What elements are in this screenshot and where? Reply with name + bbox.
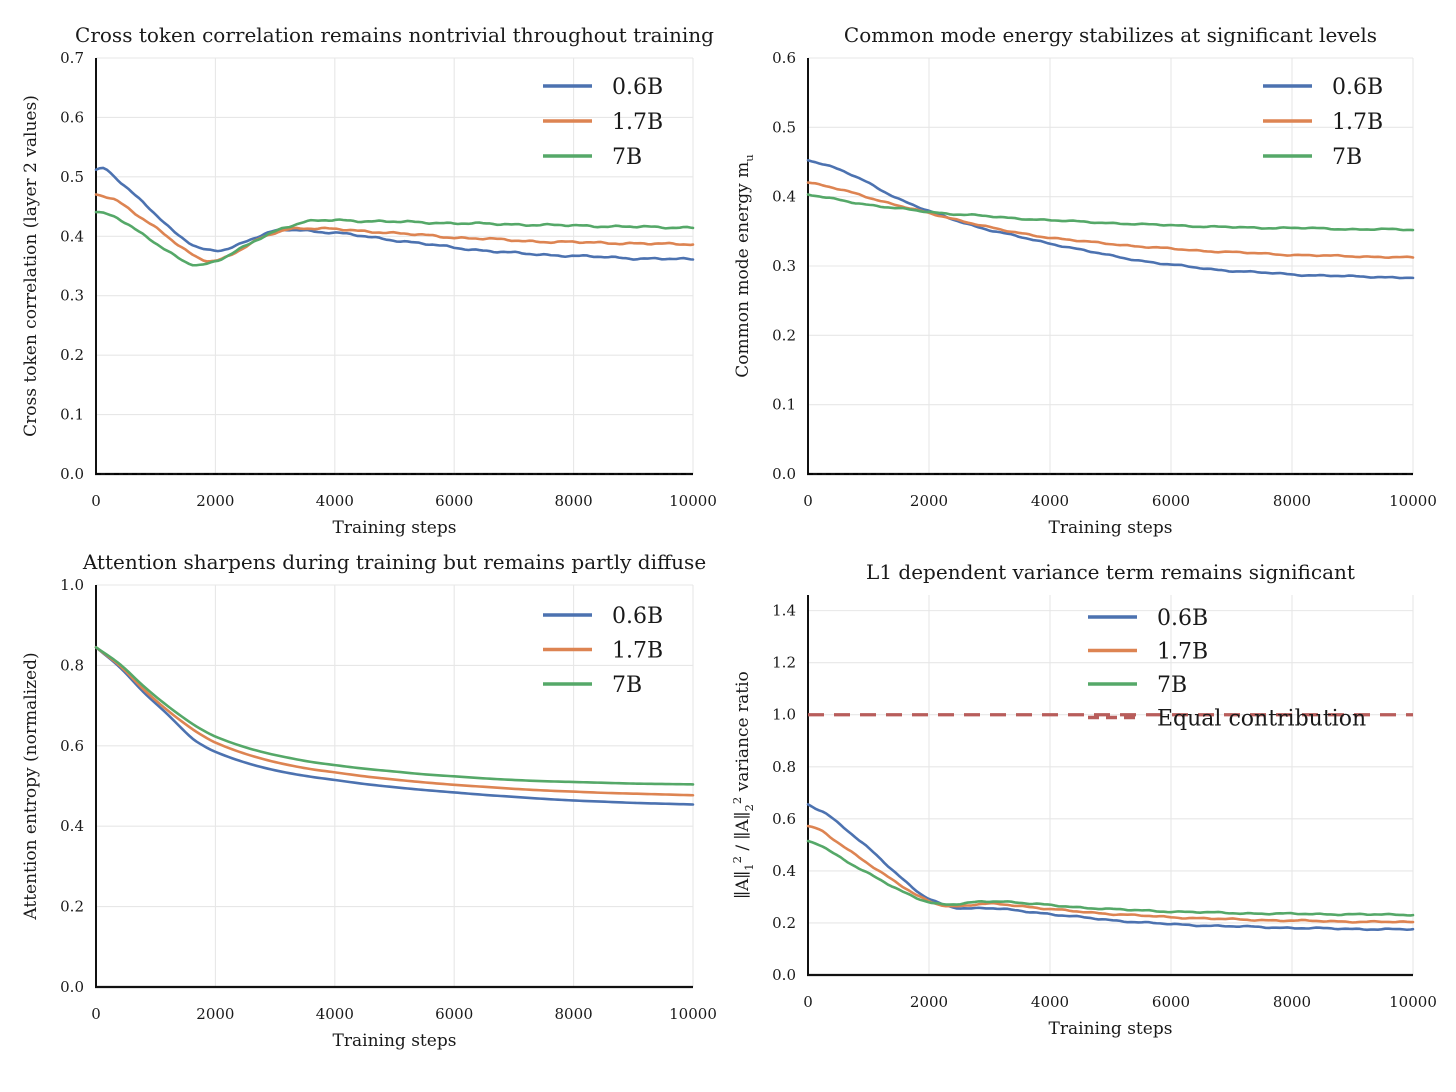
y-tick-label: 0.2 <box>60 898 84 916</box>
y-tick-label: 0.1 <box>772 396 796 414</box>
y-tick-label: 1.2 <box>772 654 796 672</box>
x-tick-label: 0 <box>803 492 813 510</box>
y-tick-label: 1.4 <box>772 602 796 620</box>
x-axis-label: Training steps <box>1049 1019 1173 1039</box>
y-axis-label: Common mode energy mu <box>733 154 756 378</box>
y-tick-label: 0.0 <box>60 465 84 483</box>
x-tick-label: 2000 <box>196 492 234 510</box>
y-tick-label: 0.3 <box>60 287 84 305</box>
chart-title: Common mode energy stabilizes at signifi… <box>844 23 1377 47</box>
legend-label: 7B <box>1332 145 1362 170</box>
y-tick-label: 0.2 <box>60 346 84 364</box>
x-tick-label: 4000 <box>1031 492 1069 510</box>
x-tick-label: 10000 <box>1389 993 1437 1011</box>
chart-3: 0 2000 4000 6000 8000 10000 0.0 0.2 0.4 0.6 0.8 1.0… <box>730 560 1437 1039</box>
series-line-0.6B <box>806 158 1415 280</box>
chart-0: 0 2000 4000 6000 8000 10000 0.0 0.1 0.2 0.3 0.4 0.5… <box>21 23 717 538</box>
y-axis-label: Attention entropy (normalized) <box>21 652 41 920</box>
y-tick-label: 0.0 <box>772 966 796 984</box>
x-tick-label: 4000 <box>316 492 354 510</box>
y-tick-label: 0.6 <box>772 810 796 828</box>
x-tick-label: 0 <box>91 492 101 510</box>
legend-label: 0.6B <box>612 604 663 629</box>
series-line-1.7B <box>94 193 695 263</box>
x-tick-label: 2000 <box>196 1005 234 1023</box>
legend-label: 1.7B <box>612 110 663 135</box>
x-axis-label: Training steps <box>333 1031 457 1051</box>
x-tick-label: 0 <box>91 1005 101 1023</box>
y-tick-label: 0.5 <box>772 118 796 136</box>
y-tick-label: 0.6 <box>60 108 84 126</box>
x-tick-label: 6000 <box>1152 993 1190 1011</box>
x-axis-label: Training steps <box>333 518 457 538</box>
legend-label: 0.6B <box>612 75 663 100</box>
y-tick-label: 0.4 <box>60 817 84 835</box>
x-tick-label: 8000 <box>1273 993 1311 1011</box>
y-tick-label: 0.4 <box>772 188 796 206</box>
series-line-7B <box>94 210 695 267</box>
x-tick-label: 8000 <box>555 1005 593 1023</box>
chart-title: Attention sharpens during training but r… <box>82 550 706 574</box>
x-tick-label: 4000 <box>1031 993 1069 1011</box>
x-tick-label: 10000 <box>1389 492 1437 510</box>
y-tick-label: 0.5 <box>60 168 84 186</box>
x-tick-label: 10000 <box>669 492 717 510</box>
y-tick-label: 0.2 <box>772 914 796 932</box>
x-tick-label: 2000 <box>910 492 948 510</box>
series-line-7B <box>806 839 1415 917</box>
y-tick-label: 0.0 <box>60 978 84 996</box>
legend-label: 7B <box>612 673 642 698</box>
y-tick-label: 0.8 <box>60 656 84 674</box>
chart-title: L1 dependent variance term remains signi… <box>866 560 1355 584</box>
series-line-0.6B <box>806 803 1415 932</box>
y-tick-label: 0.3 <box>772 257 796 275</box>
x-tick-label: 0 <box>803 993 813 1011</box>
y-tick-label: 0.6 <box>772 49 796 67</box>
x-tick-label: 6000 <box>1152 492 1190 510</box>
chart-2: 0 2000 4000 6000 8000 10000 0.0 0.2 0.4 0.6 0.8 1.0… <box>21 550 717 1051</box>
legend-label: Equal contribution <box>1157 707 1366 732</box>
chart-1: 0 2000 4000 6000 8000 10000 0.0 0.1 0.2 0.3 0.4 0.5… <box>733 23 1437 538</box>
series-line-1.7B <box>806 181 1415 259</box>
legend-label: 7B <box>1157 673 1187 698</box>
legend-label: 1.7B <box>1157 640 1208 665</box>
y-tick-label: 1.0 <box>772 706 796 724</box>
legend-label: 1.7B <box>1332 110 1383 135</box>
y-tick-label: 0.0 <box>772 465 796 483</box>
y-tick-label: 0.4 <box>772 862 796 880</box>
x-tick-label: 8000 <box>555 492 593 510</box>
legend-label: 0.6B <box>1157 606 1208 631</box>
y-tick-label: 0.1 <box>60 406 84 424</box>
series-line-1.7B <box>806 824 1415 924</box>
y-tick-label: 0.7 <box>60 49 84 67</box>
series-line-1.7B <box>94 646 695 797</box>
x-tick-label: 6000 <box>435 1005 473 1023</box>
x-tick-label: 2000 <box>910 993 948 1011</box>
chart-title: Cross token correlation remains nontrivi… <box>75 23 714 47</box>
y-tick-label: 0.8 <box>772 758 796 776</box>
x-tick-label: 8000 <box>1273 492 1311 510</box>
legend-label: 1.7B <box>612 639 663 664</box>
y-tick-label: 0.2 <box>772 326 796 344</box>
series-line-0.6B <box>94 646 695 806</box>
y-tick-label: 0.4 <box>60 227 84 245</box>
y-axis-label: Cross token correlation (layer 2 values) <box>21 95 41 437</box>
x-tick-label: 4000 <box>316 1005 354 1023</box>
series-line-7B <box>94 646 695 786</box>
x-axis-label: Training steps <box>1049 518 1173 538</box>
y-tick-label: 0.6 <box>60 737 84 755</box>
x-tick-label: 10000 <box>669 1005 717 1023</box>
x-tick-label: 6000 <box>435 492 473 510</box>
series-line-0.6B <box>94 166 695 261</box>
series-line-7B <box>806 193 1415 232</box>
y-axis-label: ∥A∥12 / ∥A∥22 variance ratio <box>730 671 756 899</box>
legend-label: 0.6B <box>1332 75 1383 100</box>
legend-label: 7B <box>612 145 642 170</box>
y-tick-label: 1.0 <box>60 576 84 594</box>
